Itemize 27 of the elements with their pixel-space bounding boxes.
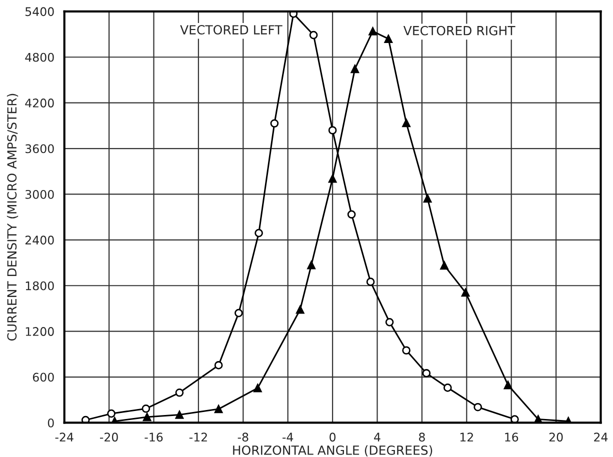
y-tick-label: 5400: [26, 7, 54, 16]
y-tick-label: 4200: [25, 98, 54, 108]
y-tick-label: 1200: [26, 327, 54, 336]
y-tick-label: 2400: [25, 236, 54, 245]
y-axis-title: CURRENT DENSITY (MICRO AMPS/STER): [6, 94, 18, 341]
x-tick-label: 8: [418, 432, 425, 442]
x-tick-label: 20: [549, 432, 563, 442]
x-tick-label: -4: [282, 432, 294, 442]
x-tick-label: -24: [55, 432, 74, 442]
x-tick-label: -20: [100, 432, 118, 442]
y-tick-label: 0: [48, 418, 54, 428]
series-label: VECTORED RIGHT: [403, 26, 516, 36]
x-tick-label: -16: [144, 432, 163, 442]
x-tick-label: 12: [460, 432, 473, 442]
x-tick-label: 16: [505, 432, 518, 442]
x-tick-label: -12: [189, 432, 207, 442]
y-tick-label: 600: [32, 372, 54, 382]
y-tick-label: 3000: [26, 190, 54, 199]
series-label: VECTORED LEFT: [180, 25, 282, 34]
y-tick-label: 1800: [26, 281, 54, 290]
y-tick-label: 3600: [26, 144, 54, 154]
x-tick-label: 4: [374, 432, 380, 442]
x-tick-label: 0: [330, 432, 336, 442]
x-tick-label: -8: [238, 432, 248, 442]
x-axis-title: HORIZONTAL ANGLE (DEGREES): [233, 445, 432, 456]
y-tick-label: 4800: [25, 52, 54, 62]
x-tick-label: 24: [594, 432, 608, 442]
